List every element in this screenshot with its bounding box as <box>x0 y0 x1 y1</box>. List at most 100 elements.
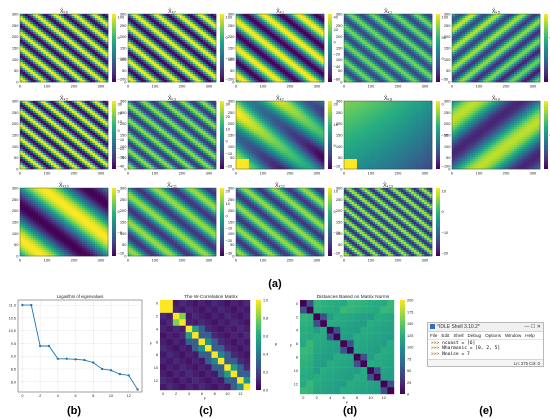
heatmap-cell <box>400 32 404 35</box>
heatmap-cell <box>372 54 376 57</box>
heatmap-cell <box>187 28 191 31</box>
heatmap-cell <box>187 50 191 53</box>
heatmap-cell <box>470 14 474 17</box>
heatmap-cell <box>148 54 152 57</box>
heatmap-cell <box>238 48 242 51</box>
heatmap-cell <box>308 78 312 81</box>
heatmap-cell <box>243 16 247 19</box>
heatmap-cell <box>305 60 309 63</box>
heatmap-cell <box>356 46 360 49</box>
heatmap-cell <box>179 18 183 21</box>
heatmap-cell <box>421 80 425 83</box>
heatmap-cell <box>287 34 291 37</box>
heatmap-cell <box>236 46 239 49</box>
heatmap-cell <box>485 14 489 17</box>
heatmap-cell <box>248 42 252 45</box>
heatmap-cell <box>346 76 350 79</box>
y-tick-label: 150 <box>120 46 127 51</box>
heatmap-cell <box>27 16 31 19</box>
heatmap-cell <box>398 72 402 75</box>
heatmap-cell <box>169 20 173 23</box>
heatmap-cell <box>274 28 278 31</box>
heatmap-cell <box>61 52 65 55</box>
heatmap-cell <box>69 44 73 47</box>
heatmap-cell <box>277 26 281 29</box>
heatmap-cell <box>92 16 96 19</box>
heatmap-cell <box>61 64 65 67</box>
heatmap-cell <box>74 16 78 19</box>
heatmap-cell <box>269 34 273 37</box>
heatmap-cell <box>457 28 461 31</box>
heatmap-cell <box>241 64 245 67</box>
heatmap-cell <box>375 22 378 25</box>
heatmap-cell <box>58 56 62 59</box>
heatmap-cell <box>344 26 347 29</box>
heatmap-cell <box>25 68 29 71</box>
heatmap-cell <box>285 40 289 43</box>
heatmap-cell <box>143 80 147 83</box>
heatmap-cell <box>259 74 263 77</box>
heatmap-cell <box>351 42 355 45</box>
heatmap-cell <box>295 26 299 29</box>
heatmap-cell <box>128 44 131 47</box>
heatmap-cell <box>159 26 162 29</box>
heatmap-cell <box>264 58 268 61</box>
heatmap-cell <box>251 58 255 61</box>
heatmap-cell <box>287 70 291 73</box>
heatmap-cell <box>166 70 170 73</box>
y-tick-label: 250 <box>336 23 343 28</box>
heatmap-cell <box>390 52 394 55</box>
heatmap-cell <box>179 30 183 33</box>
heatmap-cell <box>413 44 417 47</box>
heatmap-cell <box>527 16 530 19</box>
heatmap-cell <box>462 14 466 17</box>
heatmap-cell <box>164 56 168 59</box>
heatmap-cell <box>316 76 320 79</box>
heatmap-cell <box>22 24 26 27</box>
heatmap-cell <box>311 34 314 37</box>
heatmap-cell <box>179 36 183 39</box>
heatmap-cell <box>311 76 314 79</box>
heatmap-cell <box>89 24 93 27</box>
heatmap-cell <box>375 64 378 67</box>
heatmap-cell <box>411 14 415 17</box>
heatmap-cell <box>316 40 320 43</box>
heatmap-cell <box>64 56 67 59</box>
heatmap-cell <box>61 32 65 35</box>
heatmap-cell <box>61 42 65 45</box>
heatmap-cell <box>452 22 455 25</box>
heatmap-cell <box>359 30 363 33</box>
heatmap-cell <box>210 58 214 61</box>
heatmap-cell <box>27 22 31 25</box>
heatmap-cell <box>475 24 479 27</box>
heatmap-cell <box>408 54 412 57</box>
heatmap-cell <box>238 50 242 53</box>
heatmap-cell <box>354 20 358 23</box>
heatmap-cell <box>38 46 42 49</box>
heatmap-cell <box>295 68 299 71</box>
heatmap-cell <box>58 62 62 65</box>
heatmap-cell <box>89 18 93 21</box>
heatmap-cell <box>161 30 165 33</box>
heatmap-cell <box>393 78 397 81</box>
heatmap-cell <box>264 24 268 27</box>
heatmap-cell <box>87 18 91 21</box>
heatmap-cell <box>508 28 512 31</box>
heatmap-cell <box>197 16 201 19</box>
heatmap-cell <box>76 56 80 59</box>
heatmap-cell <box>285 16 289 19</box>
heatmap-cell <box>143 44 147 47</box>
heatmap-cell <box>187 48 191 51</box>
heatmap-cell <box>89 52 93 55</box>
heatmap-cell <box>514 20 518 23</box>
heatmap-cell <box>197 32 201 35</box>
heatmap-cell <box>408 66 412 69</box>
heatmap-cell <box>313 62 317 65</box>
heatmap-cell <box>256 18 260 21</box>
heatmap-cell <box>351 54 355 57</box>
heatmap-cell <box>292 14 296 17</box>
heatmap-cell <box>254 44 258 47</box>
heatmap-cell <box>295 20 299 23</box>
heatmap-cell <box>300 64 304 67</box>
heatmap-cell <box>164 60 168 63</box>
